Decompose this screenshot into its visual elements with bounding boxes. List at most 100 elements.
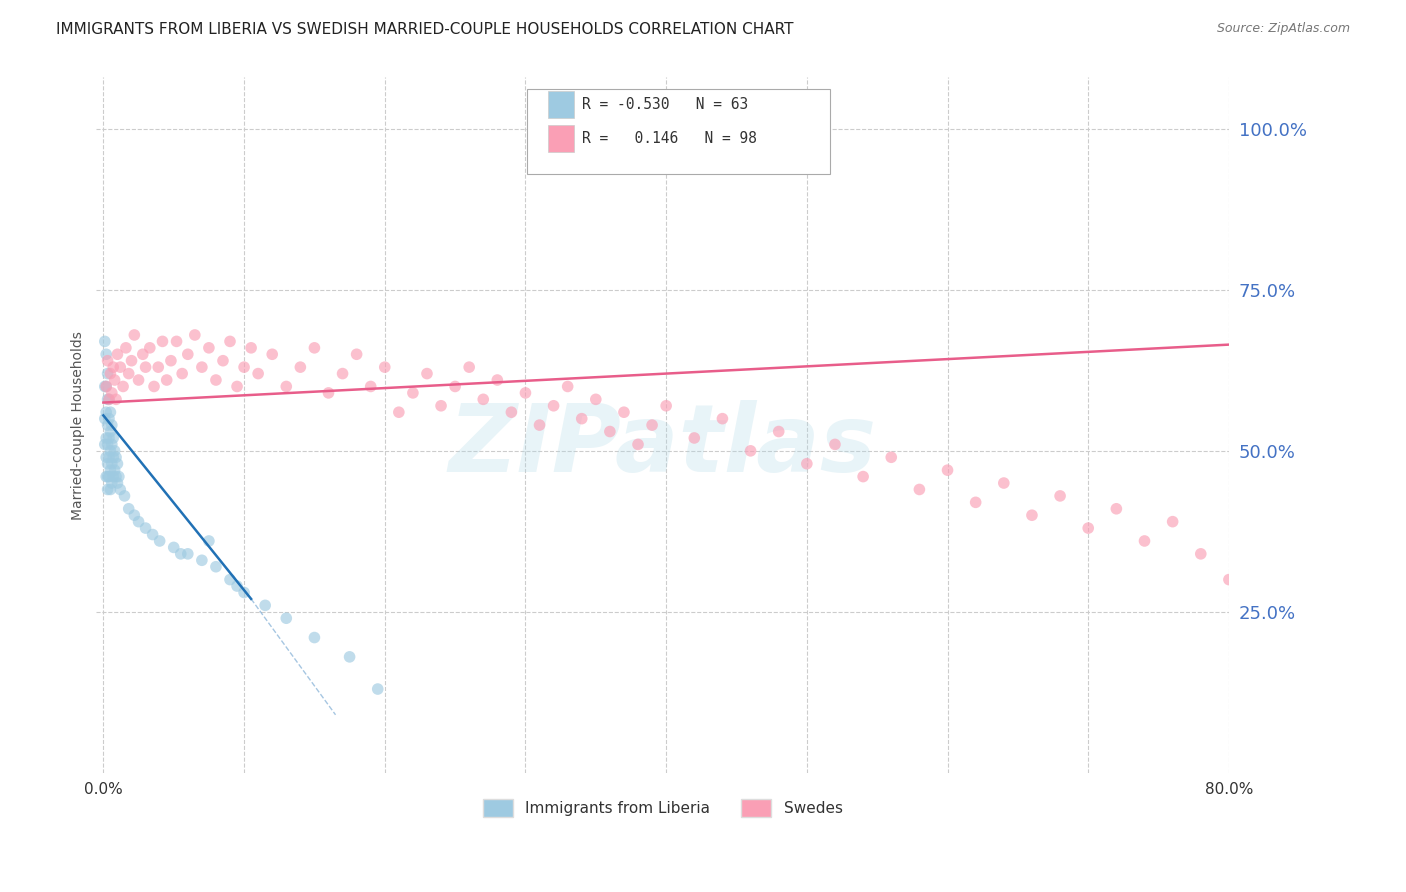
- Point: [101, 476, 124, 491]
- Point: [226, 579, 249, 593]
- Point: [98, 450, 121, 465]
- Point: [97, 457, 120, 471]
- Point: [108, 469, 131, 483]
- Point: [529, 418, 551, 433]
- Point: [100, 443, 122, 458]
- Point: [205, 559, 228, 574]
- Point: [1358, 263, 1381, 277]
- Point: [139, 341, 162, 355]
- Point: [105, 450, 128, 465]
- Text: ZIPatlas: ZIPatlas: [449, 400, 877, 492]
- Point: [198, 533, 221, 548]
- Point: [100, 405, 122, 419]
- Point: [96, 431, 118, 445]
- Point: [1105, 501, 1128, 516]
- Point: [262, 347, 284, 361]
- Point: [824, 437, 846, 451]
- Point: [416, 367, 439, 381]
- Point: [290, 360, 312, 375]
- Point: [103, 450, 125, 465]
- Point: [118, 501, 141, 516]
- Point: [318, 385, 340, 400]
- Point: [96, 379, 118, 393]
- Point: [105, 469, 128, 483]
- Point: [172, 367, 194, 381]
- Point: [543, 399, 565, 413]
- Point: [585, 392, 607, 407]
- Point: [135, 360, 157, 375]
- Point: [374, 360, 396, 375]
- Point: [655, 399, 678, 413]
- Point: [101, 437, 124, 451]
- Point: [332, 367, 354, 381]
- Point: [97, 469, 120, 483]
- Point: [97, 353, 120, 368]
- Point: [124, 328, 146, 343]
- Point: [1386, 231, 1406, 245]
- Point: [1021, 508, 1043, 523]
- Point: [233, 585, 256, 599]
- Point: [170, 547, 193, 561]
- Point: [226, 379, 249, 393]
- Point: [101, 385, 124, 400]
- Point: [965, 495, 987, 509]
- Point: [1330, 237, 1353, 252]
- Point: [132, 347, 155, 361]
- Point: [96, 347, 118, 361]
- Point: [304, 341, 326, 355]
- Point: [1218, 573, 1240, 587]
- Point: [219, 573, 242, 587]
- Text: R =   0.146   N = 98: R = 0.146 N = 98: [582, 131, 756, 145]
- Point: [276, 611, 298, 625]
- Point: [1077, 521, 1099, 535]
- Point: [683, 431, 706, 445]
- Point: [94, 334, 117, 349]
- Point: [98, 392, 121, 407]
- Point: [339, 649, 361, 664]
- Point: [367, 681, 389, 696]
- Point: [101, 457, 124, 471]
- Point: [613, 405, 636, 419]
- Point: [247, 367, 270, 381]
- Point: [149, 533, 172, 548]
- Point: [166, 334, 188, 349]
- Point: [711, 411, 734, 425]
- Point: [104, 463, 127, 477]
- Point: [98, 392, 121, 407]
- Point: [212, 353, 235, 368]
- Point: [103, 360, 125, 375]
- Point: [304, 631, 326, 645]
- Point: [94, 411, 117, 425]
- Text: Source: ZipAtlas.com: Source: ZipAtlas.com: [1216, 22, 1350, 36]
- Point: [444, 379, 467, 393]
- Point: [486, 373, 509, 387]
- Point: [103, 431, 125, 445]
- Point: [501, 405, 523, 419]
- Point: [135, 521, 157, 535]
- Point: [110, 483, 132, 497]
- Point: [107, 457, 129, 471]
- Point: [96, 405, 118, 419]
- Point: [796, 457, 818, 471]
- Point: [430, 399, 453, 413]
- Point: [100, 483, 122, 497]
- Point: [472, 392, 495, 407]
- Point: [254, 599, 277, 613]
- Point: [191, 553, 214, 567]
- Point: [163, 541, 186, 555]
- Point: [114, 489, 136, 503]
- Point: [402, 385, 425, 400]
- Point: [104, 443, 127, 458]
- Point: [128, 515, 150, 529]
- Point: [740, 443, 762, 458]
- Point: [1246, 283, 1268, 297]
- Point: [118, 367, 141, 381]
- Point: [908, 483, 931, 497]
- Point: [1189, 547, 1212, 561]
- Point: [97, 437, 120, 451]
- Point: [100, 425, 122, 439]
- Point: [100, 367, 122, 381]
- Point: [94, 379, 117, 393]
- Point: [98, 431, 121, 445]
- Point: [98, 411, 121, 425]
